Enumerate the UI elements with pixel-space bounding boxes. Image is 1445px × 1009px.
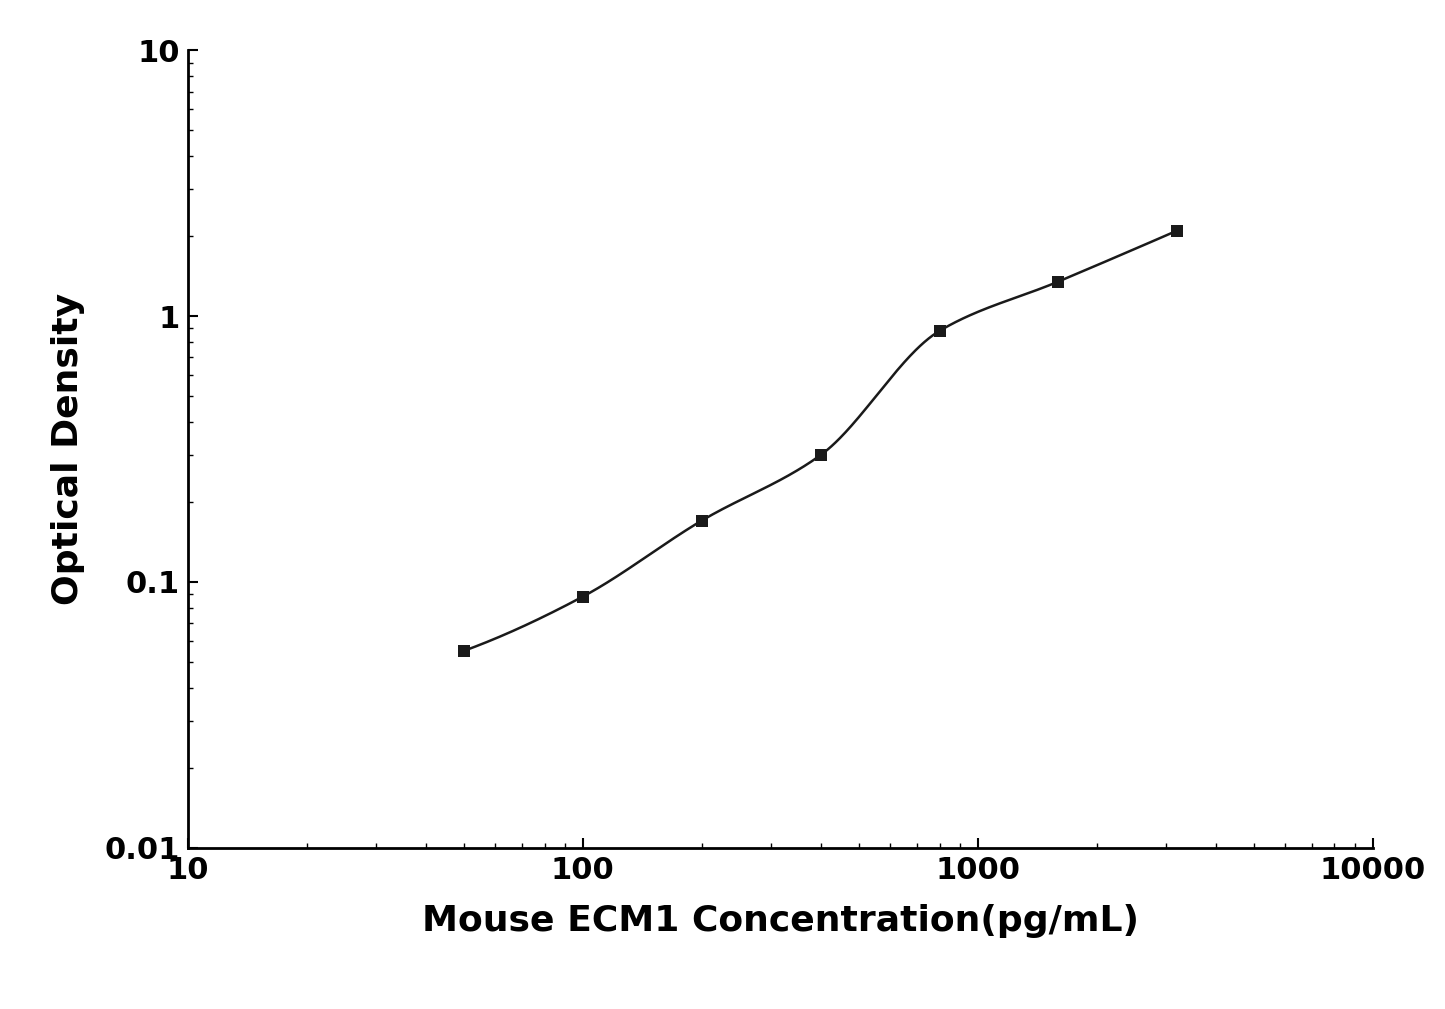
Point bbox=[1166, 222, 1189, 238]
Point bbox=[1046, 273, 1069, 290]
Point bbox=[452, 643, 475, 659]
Point bbox=[809, 447, 832, 463]
Point bbox=[691, 513, 714, 529]
Y-axis label: Optical Density: Optical Density bbox=[51, 293, 85, 605]
X-axis label: Mouse ECM1 Concentration(pg/mL): Mouse ECM1 Concentration(pg/mL) bbox=[422, 904, 1139, 938]
Point bbox=[928, 323, 951, 339]
Point bbox=[571, 588, 594, 604]
